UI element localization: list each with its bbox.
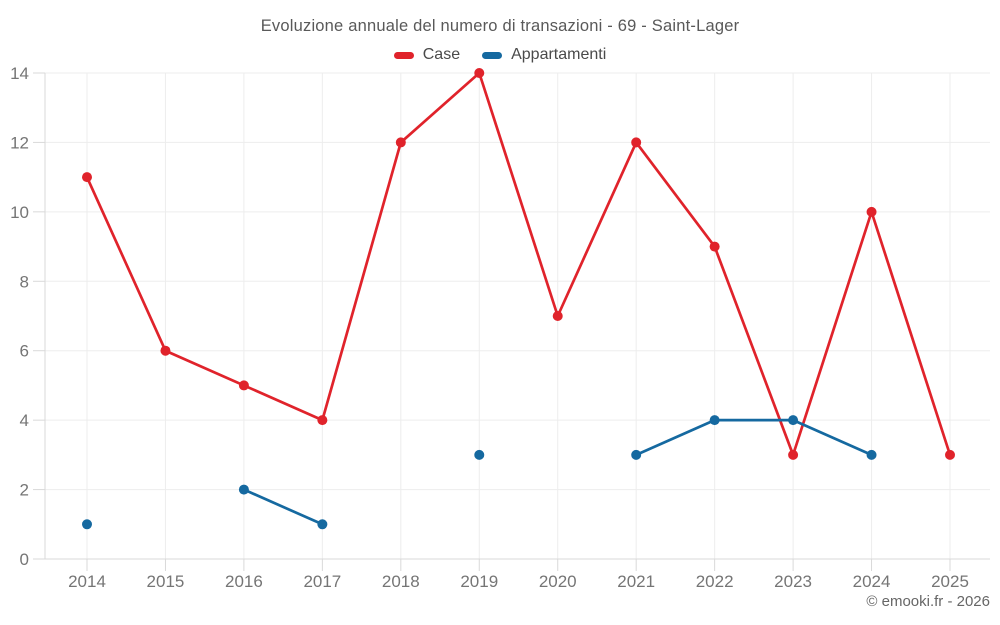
y-axis-label: 8 (20, 272, 29, 291)
data-point-appartamenti[interactable] (788, 415, 799, 426)
data-point-case[interactable] (238, 380, 249, 391)
y-axis-label: 2 (20, 481, 29, 500)
data-point-case[interactable] (160, 345, 171, 356)
legend-item-appartamenti[interactable]: Appartamenti (482, 46, 606, 64)
legend-swatch-case-icon (393, 51, 414, 59)
y-axis-label: 12 (10, 133, 29, 152)
x-axis-label: 2018 (382, 572, 420, 591)
data-point-case[interactable] (631, 137, 642, 148)
x-axis-label: 2019 (460, 572, 498, 591)
x-axis-label: 2020 (539, 572, 577, 591)
data-point-appartamenti[interactable] (317, 519, 328, 530)
data-point-case[interactable] (82, 172, 92, 183)
copyright-footer: © emooki.fr - 2026 (866, 593, 990, 610)
x-axis-label: 2021 (617, 572, 655, 591)
data-point-case[interactable] (866, 206, 877, 217)
x-axis-label: 2014 (68, 572, 106, 591)
series-line-appartamenti (634, 418, 873, 457)
legend-swatch-appartamenti-icon (482, 51, 503, 59)
data-point-case[interactable] (552, 311, 563, 321)
data-point-appartamenti[interactable] (866, 449, 877, 460)
y-axis-label: 4 (20, 411, 29, 430)
data-point-case[interactable] (395, 137, 406, 148)
data-point-appartamenti[interactable] (474, 449, 485, 460)
x-axis-label: 2024 (853, 572, 891, 591)
y-axis-label: 0 (20, 550, 29, 569)
y-axis-label: 14 (10, 64, 29, 83)
legend-label-case: Case (422, 46, 461, 63)
x-axis-label: 2016 (225, 572, 263, 591)
data-point-case[interactable] (709, 241, 720, 252)
series-line-appartamenti (242, 488, 324, 526)
data-point-case[interactable] (788, 449, 799, 460)
series-line-case (85, 71, 952, 457)
x-axis-label: 2015 (147, 572, 185, 591)
x-axis-label: 2025 (931, 572, 969, 591)
x-axis-label: 2017 (303, 572, 341, 591)
chart-title: Evoluzione annuale del numero di transaz… (260, 17, 740, 35)
data-point-appartamenti[interactable] (82, 519, 92, 530)
data-point-appartamenti[interactable] (709, 415, 720, 426)
y-axis-label: 10 (10, 203, 29, 222)
x-axis-label: 2023 (774, 572, 812, 591)
legend-item-case[interactable]: Case (393, 46, 461, 64)
data-point-case[interactable] (317, 415, 328, 426)
data-point-case[interactable] (474, 68, 485, 78)
x-axis-label: 2022 (696, 572, 734, 591)
chart-legend: Case Appartamenti (0, 46, 1000, 64)
y-axis-label: 6 (20, 342, 29, 361)
data-point-appartamenti[interactable] (631, 449, 642, 460)
data-point-case[interactable] (945, 449, 955, 460)
data-point-appartamenti[interactable] (238, 484, 249, 495)
legend-label-appartamenti: Appartamenti (511, 46, 607, 63)
